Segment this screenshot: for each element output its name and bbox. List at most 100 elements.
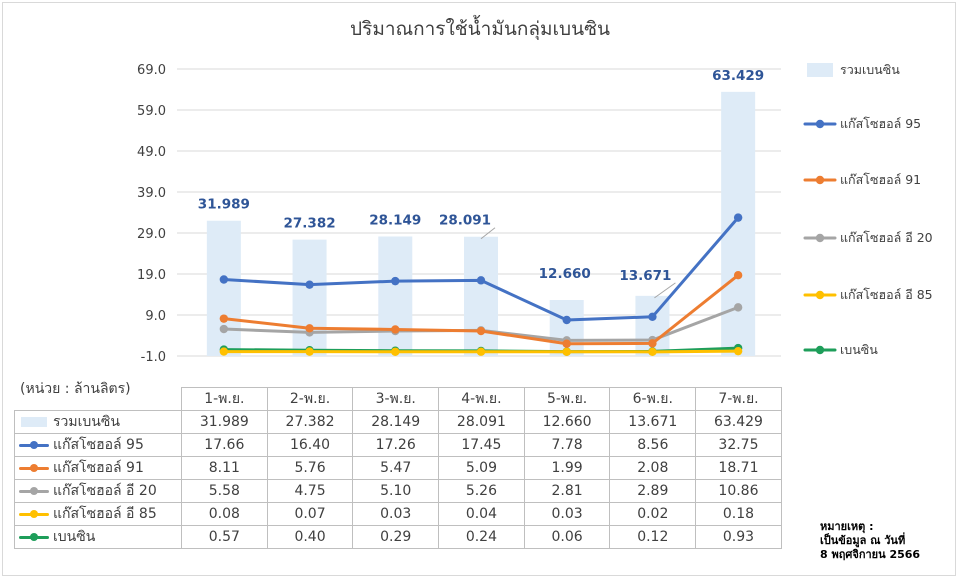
legend-marker (815, 175, 825, 185)
legend-key (19, 508, 49, 520)
table-cell: 0.93 (695, 525, 782, 549)
line-point (648, 339, 657, 348)
table-cell: 10.86 (695, 479, 782, 503)
legend-key (19, 462, 49, 474)
series-name: แก๊สโซฮอล์ 91 (53, 460, 144, 476)
table-cell: 5.26 (438, 479, 525, 503)
table-cell: 0.29 (352, 525, 440, 549)
table-cell: 2.81 (523, 479, 611, 503)
table-row: แก๊สโซฮอล์ 91 8.11 5.76 5.47 5.09 1.99 2.08 18.… (14, 456, 782, 480)
table-row: แก๊สโซฮอล์ อี 85 0.08 0.07 0.03 0.04 0.03 0.02… (14, 502, 782, 526)
bar-data-label: 28.091 (439, 213, 491, 229)
leader-line (654, 282, 676, 299)
y-tick-label: 49.0 (137, 145, 166, 160)
table-cell: 1.99 (523, 456, 611, 480)
x-category-label: 3-พ.ย. (352, 387, 440, 411)
x-category-label: 2-พ.ย. (266, 387, 354, 411)
table-cell: 17.66 (181, 433, 268, 457)
line-point (219, 275, 229, 284)
table-header-row: 1-พ.ย. 2-พ.ย. 3-พ.ย. 4-พ.ย. 5-พ.ย. 6-พ.ย. 7-พ.… (15, 387, 782, 411)
bar-data-label: 31.989 (198, 197, 250, 213)
table-cell: 5.58 (181, 479, 268, 503)
table-cell: 0.08 (181, 502, 268, 526)
line-point (219, 314, 229, 323)
y-tick-label: 29.0 (137, 227, 166, 242)
x-category-label: 6-พ.ย. (609, 387, 697, 411)
table-cell: 4.75 (266, 479, 354, 503)
x-category-label: 1-พ.ย. (181, 387, 268, 411)
legend-marker (815, 345, 825, 355)
series-name: รวมเบนซิน (53, 414, 120, 430)
line-point (391, 276, 400, 286)
table-cell: 12.660 (523, 410, 611, 434)
x-category-label: 4-พ.ย. (438, 387, 525, 411)
legend-label: แก๊สโซฮอล์ อี 85 (840, 287, 933, 302)
table-cell: 0.06 (523, 525, 611, 549)
line-point (476, 326, 486, 336)
x-category-label: 7-พ.ย. (695, 387, 782, 411)
chart-title: ปริมาณการใช้น้ำมันกลุ่มเบนซิน (350, 18, 610, 40)
legend-label: แก๊สโซฮอล์ 95 (840, 116, 921, 131)
row-series-label: แก๊สโซฮอล์ อี 85 (14, 502, 182, 526)
y-tick-label: 9.0 (145, 309, 166, 324)
legend-key (19, 531, 49, 543)
row-series-label: แก๊สโซฮอล์ อี 20 (14, 479, 182, 503)
table-cell: 17.26 (352, 433, 440, 457)
bar-total (206, 220, 241, 356)
table-cell: 0.24 (438, 525, 525, 549)
series-name: แก๊สโซฮอล์ อี 20 (53, 483, 157, 499)
table-cell: 5.10 (352, 479, 440, 503)
line-point (733, 270, 743, 280)
x-category-label: 5-พ.ย. (523, 387, 611, 411)
y-tick-label: 39.0 (137, 186, 166, 201)
table-row: เบนซิน 0.57 0.40 0.29 0.24 0.06 0.12 0.93 (14, 525, 782, 549)
table-row: แก๊สโซฮอล์ อี 20 5.58 4.75 5.10 5.26 2.81 2.89… (14, 479, 782, 503)
legend-marker (815, 233, 825, 243)
table-cell: 5.47 (352, 456, 440, 480)
line-point (562, 347, 571, 356)
table-cell: 0.12 (609, 525, 697, 549)
line-point (648, 347, 657, 357)
line-point (305, 347, 314, 356)
table-cell: 17.45 (438, 433, 525, 457)
data-table: 1-พ.ย. 2-พ.ย. 3-พ.ย. 4-พ.ย. 5-พ.ย. 6-พ.ย. 7-พ.… (14, 387, 782, 549)
table-cell: 27.382 (266, 410, 354, 434)
bar-data-label: 28.149 (369, 212, 421, 228)
bar-total (292, 239, 327, 356)
footnote-line: เป็นข้อมูล ณ วันที่ (820, 534, 906, 547)
row-series-label: แก๊สโซฮอล์ 95 (14, 433, 182, 457)
row-series-label: เบนซิน (14, 525, 182, 549)
table-cell: 7.78 (523, 433, 611, 457)
legend-marker (815, 290, 825, 300)
line-point (391, 325, 400, 334)
line-point (476, 276, 486, 285)
legend-label: รวมเบนซิน (840, 62, 900, 77)
line-point (391, 347, 400, 356)
row-series-label: รวมเบนซิน (14, 410, 182, 434)
table-corner (15, 388, 182, 411)
line-point (562, 339, 571, 348)
legend-key (19, 485, 49, 497)
footnote-line: 8 พฤศจิกายน 2566 (820, 548, 921, 561)
table-cell: 0.02 (609, 502, 697, 526)
legend-key (19, 416, 49, 428)
table-cell: 0.03 (352, 502, 440, 526)
table-cell: 18.71 (695, 456, 782, 480)
table-cell: 0.04 (438, 502, 525, 526)
bar-data-label: 13.671 (619, 268, 671, 284)
series-name: เบนซิน (53, 529, 96, 545)
footnote: หมายเหตุ : เป็นข้อมูล ณ วันที่ 8 พฤศจิกา… (820, 520, 920, 562)
table-cell: 63.429 (695, 410, 782, 434)
table-cell: 31.989 (181, 410, 268, 434)
table-cell: 0.18 (695, 502, 782, 526)
table-cell: 8.56 (609, 433, 697, 457)
legend-label: แก๊สโซฮอล์ 91 (840, 172, 921, 187)
table-cell: 0.03 (523, 502, 611, 526)
bar-data-label: 12.660 (539, 266, 591, 282)
bar-total (378, 236, 413, 356)
line-point (562, 315, 571, 325)
table-cell: 16.40 (266, 433, 354, 457)
legend-marker (815, 119, 825, 129)
bar-data-label: 63.429 (712, 68, 764, 84)
